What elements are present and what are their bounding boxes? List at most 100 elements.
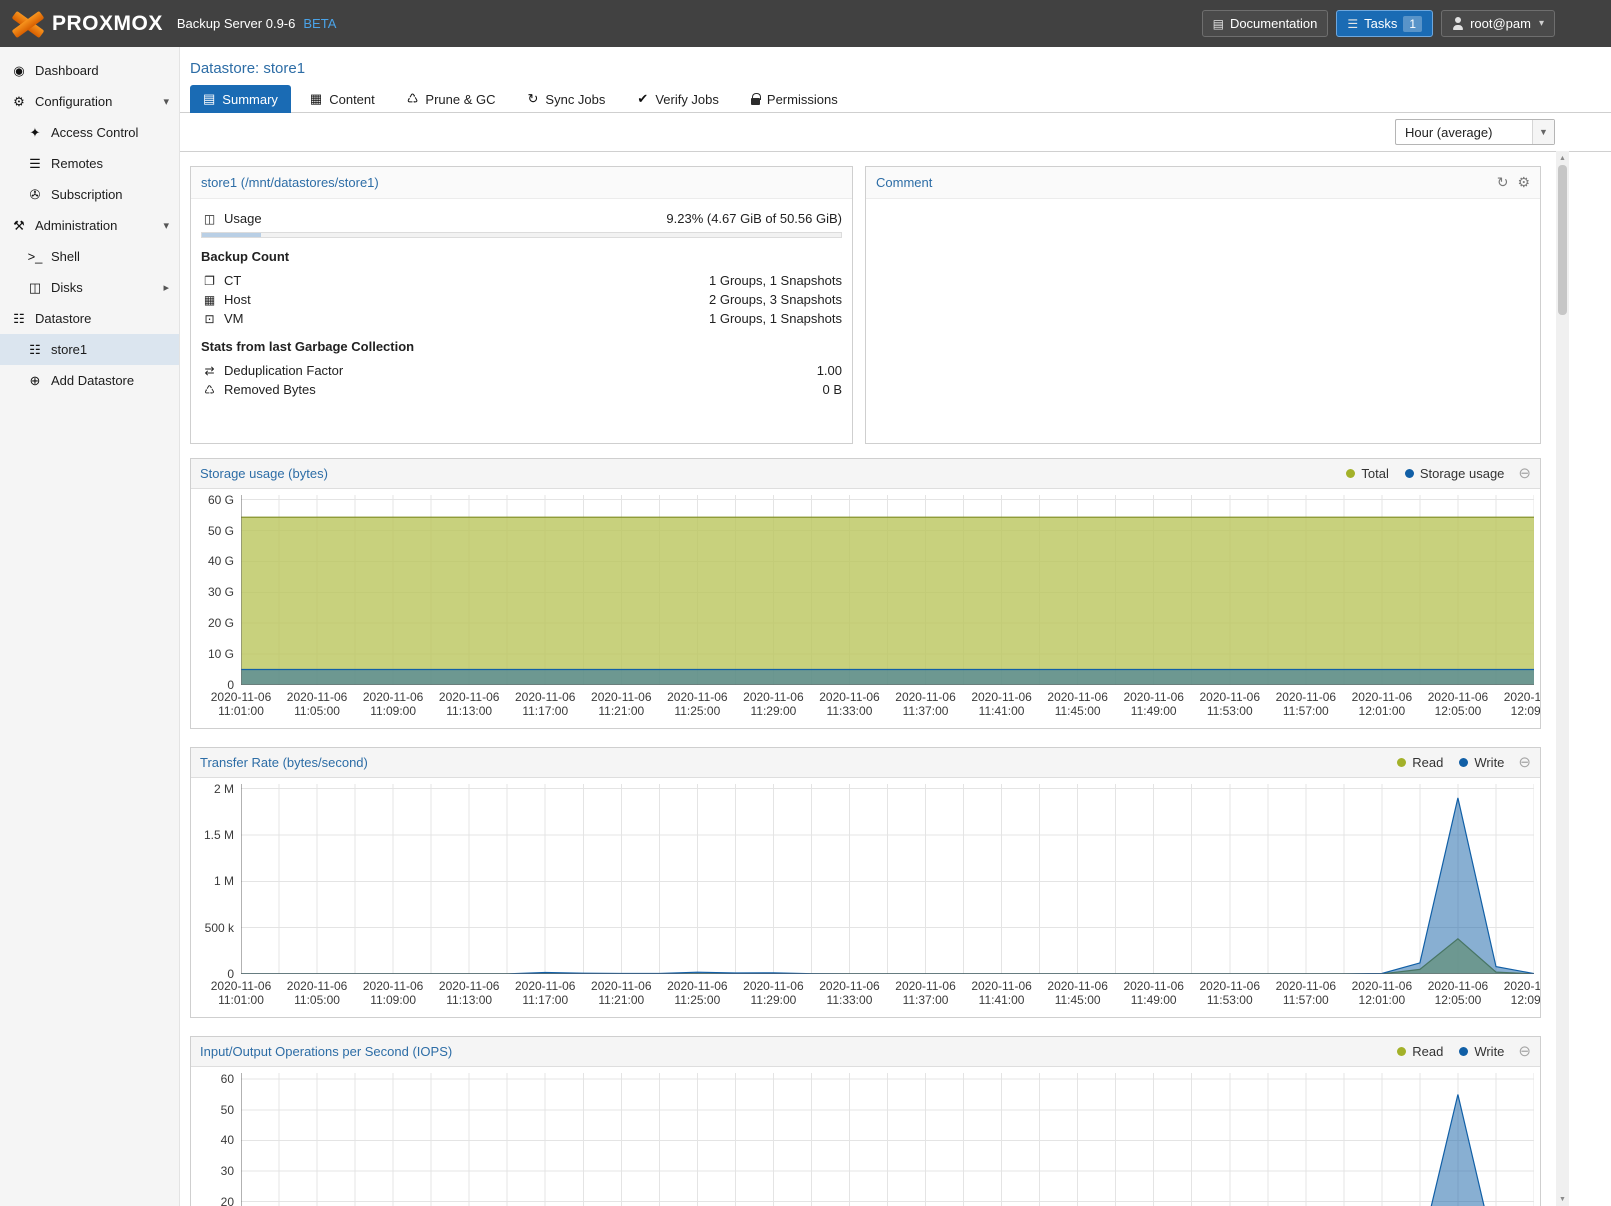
- sidebar-item-shell[interactable]: >_ Shell: [0, 241, 179, 272]
- x-tick-label: 2020-11-06 12:01:00: [1351, 690, 1413, 719]
- sidebar-item-remotes[interactable]: ☰ Remotes: [0, 148, 179, 179]
- x-tick-label: 2020-11-06 11:21:00: [591, 979, 652, 1008]
- y-tick-label: 1.5 M: [203, 827, 234, 842]
- y-tick-label: 30: [220, 1164, 234, 1179]
- scroll-down-arrow[interactable]: ▼: [1559, 1195, 1566, 1203]
- tab-content[interactable]: ▦ Content: [297, 85, 388, 113]
- sidebar-item-store1[interactable]: ☷ store1: [0, 334, 179, 365]
- tab-permissions[interactable]: Permissions: [738, 85, 851, 113]
- trash-icon: ♺: [204, 382, 215, 397]
- user-menu-button[interactable]: root@pam ▾: [1441, 10, 1555, 37]
- tab-label: Content: [329, 91, 375, 107]
- tab-summary[interactable]: ▤ Summary: [190, 85, 291, 113]
- task-list-icon: ☰: [1347, 16, 1359, 31]
- usage-label: Usage: [224, 211, 262, 226]
- chevron-down-icon[interactable]: ▾: [163, 220, 169, 232]
- legend-item[interactable]: Read: [1397, 755, 1443, 770]
- chart-xaxis: 2020-11-06 11:01:00 2020-11-06 11:05:00 2020…: [211, 688, 1540, 726]
- key-icon: ✦: [29, 124, 41, 140]
- chart-title: Input/Output Operations per Second (IOPS…: [200, 1044, 453, 1059]
- legend-item[interactable]: Total: [1346, 466, 1389, 481]
- x-tick-label: 2020-11-06 11:05:00: [286, 979, 348, 1008]
- sidebar-item-dashboard[interactable]: ◉ Dashboard: [0, 55, 179, 86]
- vertical-scrollbar[interactable]: ▲ ▼: [1556, 151, 1569, 1206]
- book-icon: ▤: [203, 91, 216, 106]
- sidebar-item-disks[interactable]: ◫ Disks ▸: [0, 272, 179, 303]
- summary-row-label: VM: [224, 311, 244, 326]
- chart-title: Transfer Rate (bytes/second): [200, 755, 368, 770]
- sidebar-item-administration[interactable]: ⚒ Administration ▾: [0, 210, 179, 241]
- chart-plot: [241, 1073, 1534, 1206]
- collapse-icon[interactable]: ⊖: [1518, 465, 1531, 482]
- chevron-right-icon[interactable]: ▸: [163, 282, 169, 294]
- monitor-icon: ⊡: [204, 311, 215, 326]
- summary-row-value: 1.00: [816, 363, 842, 378]
- chart-title: Storage usage (bytes): [200, 466, 328, 481]
- chevron-down-icon[interactable]: ▼: [1532, 120, 1554, 144]
- collapse-icon[interactable]: ⊖: [1518, 1043, 1531, 1060]
- summary-panel: store1 (/mnt/datastores/store1) ◫ Usage …: [190, 166, 853, 444]
- y-tick-label: 0: [227, 967, 234, 981]
- building-icon: ▦: [203, 292, 216, 307]
- wrench-icon: ⚒: [13, 217, 25, 233]
- x-tick-label: 2020-11-06 11:53:00: [1199, 979, 1261, 1008]
- comment-body[interactable]: [866, 199, 1540, 443]
- sidebar-item-configuration[interactable]: ⚙ Configuration ▾: [0, 86, 179, 117]
- gear-icon[interactable]: ⚙: [1517, 174, 1530, 190]
- y-tick-label: 10 G: [207, 647, 234, 662]
- legend-item[interactable]: Write: [1459, 1044, 1504, 1059]
- tab-verify-jobs[interactable]: ✔ Verify Jobs: [624, 85, 732, 113]
- plus-circle-icon: ⊕: [29, 372, 41, 388]
- tab-prune-gc[interactable]: ♺ Prune & GC: [394, 85, 509, 113]
- x-tick-label: 2020-11-06 11:13:00: [438, 690, 500, 719]
- summary-row-value: 2 Groups, 3 Snapshots: [709, 292, 842, 307]
- header-bar: PROXMOX Backup Server 0.9-6 BETA ▤ Docum…: [0, 0, 1611, 47]
- chart-legend: Total Storage usage: [1346, 466, 1504, 481]
- y-tick-label: 40: [220, 1133, 234, 1148]
- collapse-icon[interactable]: ⊖: [1518, 754, 1531, 771]
- scroll-up-arrow[interactable]: ▲: [1559, 154, 1566, 162]
- terminal-icon: >_: [27, 249, 43, 264]
- sidebar-item-add-datastore[interactable]: ⊕ Add Datastore: [0, 365, 179, 396]
- sidebar-item-access-control[interactable]: ✦ Access Control: [0, 117, 179, 148]
- x-tick-label: 2020-11-06 11:53:00: [1199, 690, 1261, 719]
- sidebar-item-label: Add Datastore: [51, 373, 135, 388]
- summary-row: ♺ Removed Bytes 0 B: [201, 380, 842, 399]
- book-icon: ▤: [1212, 16, 1224, 31]
- chart-panel: Storage usage (bytes) Total Storage usage…: [190, 458, 1541, 729]
- x-tick-label: 2020-11-06 11:33:00: [819, 690, 880, 719]
- y-tick-label: 0: [227, 678, 234, 692]
- summary-panel-body: ◫ Usage 9.23% (4.67 GiB of 50.56 GiB) Ba…: [191, 199, 852, 443]
- refresh-icon[interactable]: ↻: [1496, 174, 1509, 190]
- product-name: Backup Server 0.9-6: [176, 16, 296, 31]
- chevron-down-icon[interactable]: ▾: [163, 96, 169, 108]
- beta-link[interactable]: BETA: [303, 16, 337, 31]
- legend-item[interactable]: Read: [1397, 1044, 1443, 1059]
- sidebar-item-subscription[interactable]: ✇ Subscription: [0, 179, 179, 210]
- server-icon: ☰: [29, 155, 41, 171]
- comment-panel: Comment ↻ ⚙: [865, 166, 1541, 444]
- x-tick-label: 2020-11-06 11:57:00: [1275, 979, 1337, 1008]
- user-icon: [1452, 17, 1464, 30]
- legend-item[interactable]: Storage usage: [1404, 466, 1504, 481]
- comment-panel-header: Comment ↻ ⚙: [866, 167, 1540, 199]
- sidebar-item-label: Access Control: [51, 125, 139, 140]
- documentation-button[interactable]: ▤ Documentation: [1201, 10, 1329, 37]
- chart-body: 0102030405060 2020-11-0611:01:002020-11-…: [191, 1067, 1540, 1206]
- chart-header: Transfer Rate (bytes/second) Read Write ⊖: [191, 748, 1540, 778]
- timeframe-select[interactable]: Hour (average) ▼: [1395, 119, 1555, 145]
- tasks-button[interactable]: ☰ Tasks 1: [1336, 10, 1434, 37]
- chart-legend: Read Write: [1397, 1044, 1504, 1059]
- comment-panel-tools: ↻ ⚙: [1497, 174, 1530, 191]
- tab-sync-jobs[interactable]: ↻ Sync Jobs: [515, 85, 619, 113]
- tab-label: Sync Jobs: [545, 91, 606, 107]
- x-tick-label: 2020-11-06 11:09:00: [362, 979, 424, 1008]
- scroll-thumb[interactable]: [1558, 165, 1567, 315]
- trash-icon: ♺: [406, 91, 419, 106]
- legend-item[interactable]: Write: [1459, 755, 1504, 770]
- sidebar-item-datastore[interactable]: ☷ Datastore: [0, 303, 179, 334]
- usage-progress-fill: [202, 233, 261, 237]
- usage-progress-bar: [201, 232, 842, 238]
- summary-row-label: Deduplication Factor: [224, 363, 344, 378]
- x-tick-label: 2020-11-06 11:05:00: [286, 690, 348, 719]
